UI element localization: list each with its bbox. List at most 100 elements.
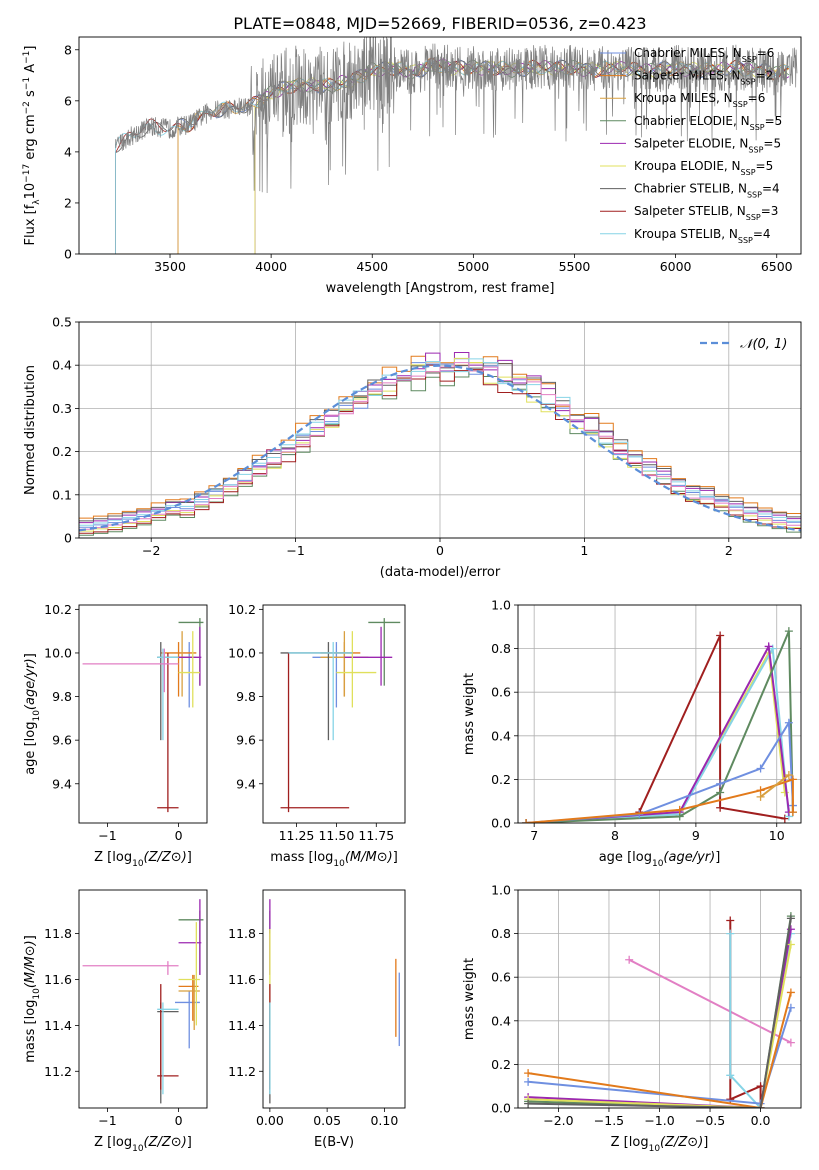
mass_vs_Z-ytick-label: 11.6 <box>44 972 72 987</box>
label-part: Salpeter MILES, N <box>634 69 741 83</box>
label-part: =3 <box>761 204 779 218</box>
weight_vs_Z-xtick-label: 0.0 <box>751 1113 771 1128</box>
mass-weight-line <box>528 918 792 1108</box>
label-subscript: SSP <box>738 235 753 244</box>
data-point <box>178 626 202 686</box>
label-superscript: −1 <box>22 77 32 90</box>
mass-weight-marker <box>716 803 725 812</box>
spectrum-xtick-label: 5500 <box>559 259 591 274</box>
mass_vs_Z-plot-area <box>82 899 204 1104</box>
mass_vs_Z-ytick-label: 11.2 <box>44 1064 72 1079</box>
mass-weight-marker <box>756 792 765 801</box>
label-part: =5 <box>756 159 774 173</box>
weight_vs_Z-ytick-label: 0.8 <box>491 926 511 941</box>
data-point <box>157 652 179 813</box>
label-subscript: SSP <box>750 122 765 131</box>
data-point <box>157 1002 179 1095</box>
label-log: log <box>23 722 38 742</box>
mass-weight-marker <box>726 1095 735 1104</box>
label-part: Flux [f <box>23 204 38 245</box>
age_vs_Z-xtick-label: −1 <box>98 828 116 843</box>
label-subscript: 10 <box>32 988 42 1000</box>
mass_vs_ebv-ytick-label: 11.8 <box>228 926 256 941</box>
mass-weight-line <box>759 774 790 798</box>
weight_vs_Z-panel: −2.0 −1.5 −1.0 −0.5 0.0 0.0 0.2 0.4 0.6 0.8 1.0 Z [… <box>462 883 802 1154</box>
residuals-xtick-label: 1 <box>580 543 588 558</box>
label-part: mass [ <box>270 850 313 865</box>
label-part: Z [ <box>94 1135 112 1150</box>
label-part: =5 <box>763 136 781 150</box>
label-superscript: −1 <box>22 51 32 64</box>
label-part: Salpeter ELODIE, N <box>634 136 748 150</box>
label-part: ] <box>23 46 38 51</box>
mass_vs_ebv-xtick-label: 0.10 <box>370 1113 398 1128</box>
data-point <box>178 922 200 1026</box>
weight_vs_age-xtick-label: 10 <box>769 828 785 843</box>
residuals-ylabel: Normed distribution <box>23 365 38 495</box>
weight_vs_age-xtick-label: 7 <box>530 828 538 843</box>
residuals-frame <box>78 321 802 539</box>
weight_vs_Z-ytick-label: 0.2 <box>491 1057 511 1072</box>
label-part: =4 <box>762 182 780 196</box>
label-italic: (Z/Z⊙) <box>660 1135 703 1150</box>
legend-entry: Salpeter MILES, NSSP=2 <box>634 69 773 87</box>
mass_vs_ebv-ytick-label: 11.2 <box>228 1064 256 1079</box>
label-part: s <box>23 90 38 101</box>
mass-weight-line <box>528 929 792 1108</box>
label-subscript: 10 <box>333 859 345 869</box>
age_vs_Z-ytick-label: 10.2 <box>44 602 72 617</box>
spectrum-title: PLATE=0848, MJD=52669, FIBERID=0536, z=0… <box>233 14 646 33</box>
mass_vs_ebv-ytick-label: 11.6 <box>228 972 256 987</box>
label-part: age [ <box>23 741 38 774</box>
legend-entry: 𝒩(0, 1) <box>740 337 787 352</box>
residuals-panel: −2 −1 0 1 2 0 0.1 0.2 0.3 0.4 0.5 (data-model)/erro… <box>23 315 802 580</box>
spectrum-ytick-label: 8 <box>64 42 72 57</box>
label-part: Chabrier ELODIE, N <box>634 114 750 128</box>
weight_vs_Z-xlabel: Z [log10(Z/Z⊙)] <box>611 1135 709 1154</box>
spectrum-ytick-label: 0 <box>64 247 72 262</box>
mass-weight-marker <box>786 940 795 949</box>
observed-spectrum-line <box>115 37 798 194</box>
age_vs_mass-ytick-label: 9.4 <box>236 776 256 791</box>
mass-weight-marker <box>716 788 725 797</box>
weight_vs_Z-plot-area <box>524 912 795 1108</box>
residuals-xtick-label: −2 <box>142 543 160 558</box>
label-log: log <box>112 1135 132 1150</box>
weight_vs_Z-ylabel: mass weight <box>462 958 477 1040</box>
label-subscript: SSP <box>747 190 762 199</box>
mass_vs_Z-xtick-label: 0 <box>175 1113 183 1128</box>
label-superscript: −17 <box>22 164 32 183</box>
mass_vs_ebv-xtick-label: 0.05 <box>313 1113 341 1128</box>
mass-weight-marker <box>726 916 735 925</box>
mass-weight-marker <box>780 814 789 823</box>
label-italic: (age/yr) <box>23 658 38 710</box>
spectrum-panel: 3500 4000 4500 5000 5500 6000 6500 0 2 4 6 8 wavelen… <box>22 36 802 296</box>
mass_vs_ebv-xtick-label: 0.00 <box>256 1113 284 1128</box>
legend-entry: Chabrier STELIB, NSSP=4 <box>634 182 780 200</box>
spectrum-xtick-label: 4500 <box>356 259 388 274</box>
weight_vs_Z-xtick-label: −0.5 <box>695 1113 725 1128</box>
mass-weight-marker <box>726 1071 735 1080</box>
age_vs_Z-xlabel: Z [log10(Z/Z⊙)] <box>94 850 192 869</box>
label-part: ] <box>393 850 398 865</box>
mass-weight-marker <box>788 808 797 817</box>
mass-weight-marker <box>726 929 735 938</box>
mass-weight-marker <box>786 1038 795 1047</box>
spectrum-xtick-label: 6500 <box>761 259 793 274</box>
mass-weight-line <box>526 645 790 823</box>
mass-weight-marker <box>524 1099 533 1108</box>
mass-weight-marker <box>756 764 765 773</box>
data-point <box>178 899 202 975</box>
label-subscript: SSP <box>733 100 748 109</box>
residuals-ytick-label: 0.2 <box>52 444 72 459</box>
mass-weight-line <box>628 958 792 1044</box>
label-part: ] <box>703 1135 708 1150</box>
mass_vs_ebv-frame <box>262 889 406 1109</box>
weight_vs_age-ylabel: mass weight <box>462 673 477 755</box>
label-part: =6 <box>757 46 775 60</box>
mass-weight-marker <box>716 631 725 640</box>
residuals-ytick-label: 0.4 <box>52 358 72 373</box>
mass_vs_Z-ylabel: mass [log10(M/M⊙)] <box>23 935 42 1063</box>
